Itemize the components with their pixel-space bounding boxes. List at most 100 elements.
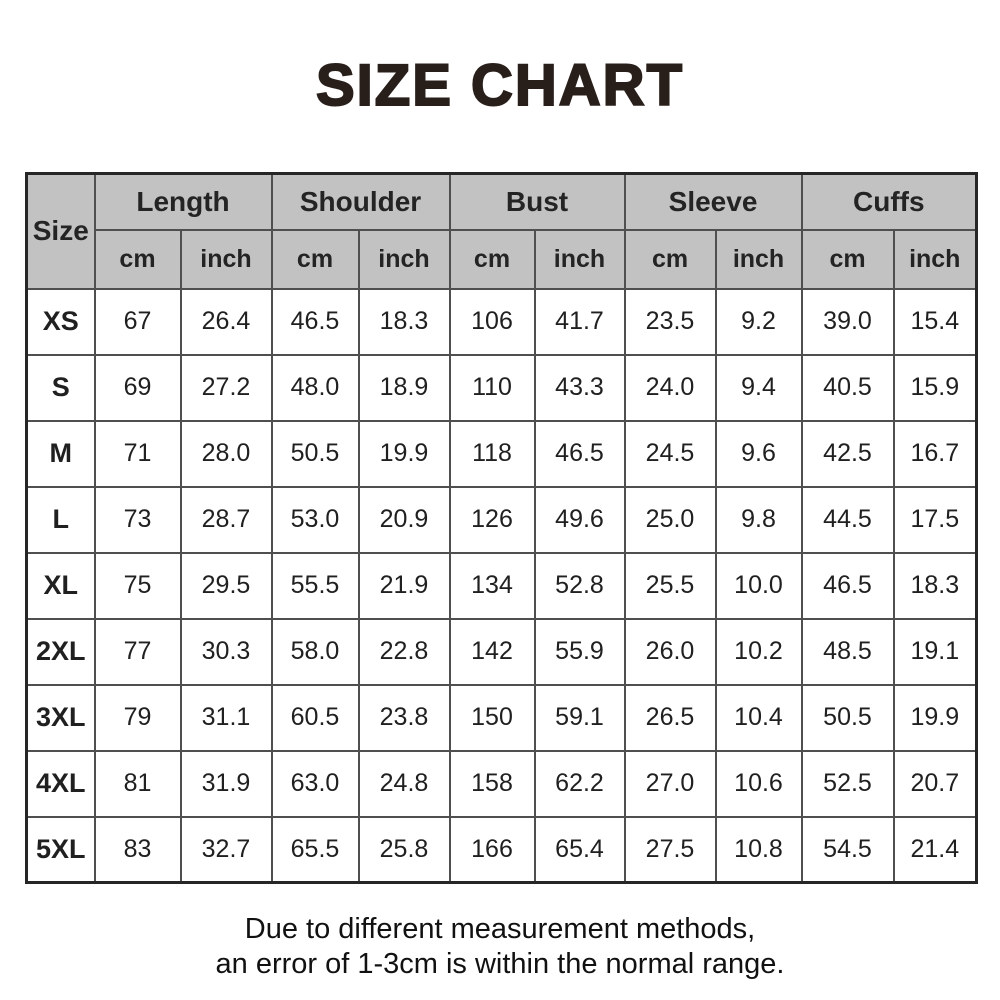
measurement-cell: 10.4: [714, 683, 803, 752]
size-label: M: [25, 419, 96, 488]
unit-header-cm: cm: [93, 228, 182, 290]
measurement-cell: 41.7: [533, 287, 626, 356]
measurement-cell: 26.0: [623, 617, 717, 686]
measurement-cell: 18.9: [357, 353, 451, 422]
measurement-cell: 65.4: [533, 815, 626, 884]
measurement-cell: 18.3: [357, 287, 451, 356]
size-label: L: [25, 485, 96, 554]
measurement-cell: 26.4: [179, 287, 273, 356]
measurement-cell: 39.0: [800, 287, 895, 356]
measurement-cell: 29.5: [179, 551, 273, 620]
measurement-cell: 46.5: [270, 287, 360, 356]
measurement-cell: 79: [93, 683, 182, 752]
measurement-cell: 21.9: [357, 551, 451, 620]
measurement-cell: 25.0: [623, 485, 717, 554]
measurement-cell: 10.0: [714, 551, 803, 620]
measurement-cell: 53.0: [270, 485, 360, 554]
group-header-length: Length: [93, 172, 273, 231]
measurement-cell: 48.5: [800, 617, 895, 686]
size-label: 2XL: [25, 617, 96, 686]
table-row: 5XL 83 32.7 65.5 25.8 166 65.4 27.5 10.8 54.5 21.4: [25, 815, 978, 884]
measurement-cell: 75: [93, 551, 182, 620]
size-label: 3XL: [25, 683, 96, 752]
table-row: 2XL 77 30.3 58.0 22.8 142 55.9 26.0 10.2 48.5 19.1: [25, 617, 978, 686]
measurement-cell: 27.0: [623, 749, 717, 818]
unit-header-inch: inch: [533, 228, 626, 290]
measurement-cell: 24.0: [623, 353, 717, 422]
page-title: SIZE CHART: [315, 52, 684, 119]
measurement-cell: 60.5: [270, 683, 360, 752]
measurement-cell: 118: [448, 419, 536, 488]
measurement-cell: 26.5: [623, 683, 717, 752]
measurement-cell: 42.5: [800, 419, 895, 488]
measurement-cell: 28.0: [179, 419, 273, 488]
measurement-cell: 126: [448, 485, 536, 554]
measurement-cell: 10.8: [714, 815, 803, 884]
note-line-1: Due to different measurement methods,: [244, 913, 756, 945]
measurement-cell: 19.9: [357, 419, 451, 488]
measurement-cell: 32.7: [179, 815, 273, 884]
measurement-cell: 19.9: [892, 683, 978, 752]
table-header: Size Length Shoulder Bust Sleeve Cuffs c…: [25, 172, 978, 290]
size-label: XL: [25, 551, 96, 620]
unit-header-inch: inch: [892, 228, 978, 290]
measurement-cell: 46.5: [800, 551, 895, 620]
measurement-cell: 10.6: [714, 749, 803, 818]
unit-header-inch: inch: [357, 228, 451, 290]
table-row: S 69 27.2 48.0 18.9 110 43.3 24.0 9.4 40.5 15.9: [25, 353, 978, 422]
table-row: 3XL 79 31.1 60.5 23.8 150 59.1 26.5 10.4 50.5 19.9: [25, 683, 978, 752]
measurement-cell: 44.5: [800, 485, 895, 554]
measurement-cell: 21.4: [892, 815, 978, 884]
measurement-cell: 50.5: [270, 419, 360, 488]
measurement-cell: 48.0: [270, 353, 360, 422]
measurement-note: Due to different measurement methods, an…: [0, 912, 1000, 982]
unit-header-inch: inch: [714, 228, 803, 290]
unit-header-cm: cm: [448, 228, 536, 290]
measurement-cell: 52.5: [800, 749, 895, 818]
measurement-cell: 83: [93, 815, 182, 884]
size-table-body: XS 67 26.4 46.5 18.3 106 41.7 23.5 9.2 39.0 15.4 S 6…: [25, 287, 978, 884]
note-line-2: an error of 1-3cm is within the normal r…: [215, 947, 785, 980]
table-row: XL 75 29.5 55.5 21.9 134 52.8 25.5 10.0 46.5 18.3: [25, 551, 978, 620]
size-label: 4XL: [25, 749, 96, 818]
measurement-cell: 63.0: [270, 749, 360, 818]
unit-header-row: cm inch cm inch cm inch cm inch cm inch: [27, 228, 978, 290]
measurement-cell: 81: [93, 749, 182, 818]
measurement-cell: 55.9: [533, 617, 626, 686]
measurement-cell: 50.5: [800, 683, 895, 752]
measurement-cell: 20.7: [892, 749, 978, 818]
size-label: XS: [25, 287, 96, 356]
measurement-cell: 55.5: [270, 551, 360, 620]
measurement-cell: 20.9: [357, 485, 451, 554]
measurement-cell: 46.5: [533, 419, 626, 488]
unit-header-cm: cm: [623, 228, 717, 290]
size-label: S: [25, 353, 96, 422]
table-row: XS 67 26.4 46.5 18.3 106 41.7 23.5 9.2 39.0 15.4: [25, 287, 978, 356]
measurement-cell: 15.9: [892, 353, 978, 422]
measurement-cell: 25.8: [357, 815, 451, 884]
group-header-bust: Bust: [448, 172, 626, 231]
table-row: M 71 28.0 50.5 19.9 118 46.5 24.5 9.6 42.5 16.7: [25, 419, 978, 488]
measurement-cell: 110: [448, 353, 536, 422]
measurement-cell: 22.8: [357, 617, 451, 686]
measurement-cell: 71: [93, 419, 182, 488]
measurement-cell: 59.1: [533, 683, 626, 752]
measurement-cell: 23.8: [357, 683, 451, 752]
unit-header-inch: inch: [179, 228, 273, 290]
measurement-cell: 19.1: [892, 617, 978, 686]
group-header-shoulder: Shoulder: [270, 172, 451, 231]
measurement-cell: 15.4: [892, 287, 978, 356]
measurement-cell: 62.2: [533, 749, 626, 818]
measurement-cell: 40.5: [800, 353, 895, 422]
unit-header-cm: cm: [800, 228, 895, 290]
measurement-cell: 24.8: [357, 749, 451, 818]
size-column-header: Size: [25, 172, 96, 290]
measurement-cell: 10.2: [714, 617, 803, 686]
measurement-cell: 54.5: [800, 815, 895, 884]
measurement-cell: 73: [93, 485, 182, 554]
measurement-cell: 49.6: [533, 485, 626, 554]
table-row: 4XL 81 31.9 63.0 24.8 158 62.2 27.0 10.6 52.5 20.7: [25, 749, 978, 818]
measurement-cell: 166: [448, 815, 536, 884]
measurement-cell: 77: [93, 617, 182, 686]
